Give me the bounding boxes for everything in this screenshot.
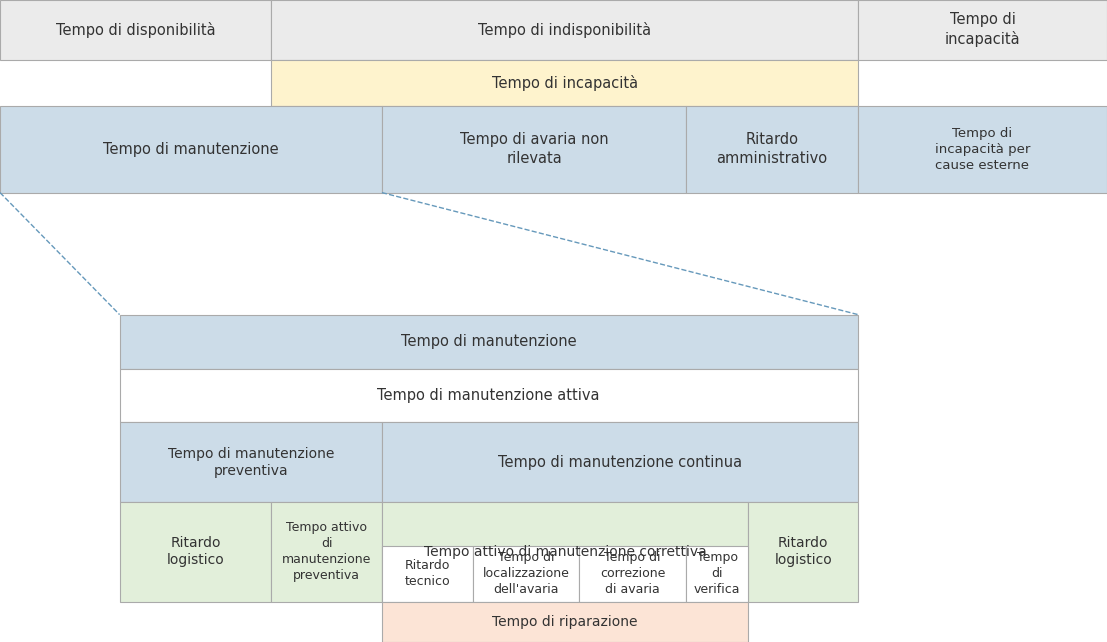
Text: Tempo attivo
di
manutenzione
preventiva: Tempo attivo di manutenzione preventiva [282,521,371,582]
FancyBboxPatch shape [473,546,579,602]
Text: Ritardo
amministrativo: Ritardo amministrativo [716,132,828,166]
FancyBboxPatch shape [120,369,858,422]
Text: Ritardo
logistico: Ritardo logistico [774,536,832,568]
Text: Tempo di manutenzione
preventiva: Tempo di manutenzione preventiva [167,447,334,478]
Text: Tempo di avaria non
rilevata: Tempo di avaria non rilevata [459,132,609,166]
FancyBboxPatch shape [748,502,858,602]
Text: Tempo
di
verifica: Tempo di verifica [694,551,741,596]
Text: Tempo di riparazione: Tempo di riparazione [493,615,638,629]
FancyBboxPatch shape [271,0,858,60]
FancyBboxPatch shape [686,106,858,193]
FancyBboxPatch shape [120,315,858,369]
Text: Tempo di
incapacità: Tempo di incapacità [944,12,1021,48]
Text: Tempo di
correzione
di avaria: Tempo di correzione di avaria [600,551,665,596]
FancyBboxPatch shape [271,60,858,106]
Text: Tempo di indisponibilità: Tempo di indisponibilità [478,22,651,38]
FancyBboxPatch shape [858,106,1107,193]
Text: Tempo di
localizzazione
dell'avaria: Tempo di localizzazione dell'avaria [483,551,569,596]
FancyBboxPatch shape [579,546,686,602]
FancyBboxPatch shape [382,602,748,642]
Text: Tempo di manutenzione attiva: Tempo di manutenzione attiva [377,388,600,403]
Text: Tempo di manutenzione: Tempo di manutenzione [401,334,577,349]
FancyBboxPatch shape [271,502,382,602]
FancyBboxPatch shape [382,546,473,602]
FancyBboxPatch shape [858,0,1107,60]
FancyBboxPatch shape [382,422,858,502]
FancyBboxPatch shape [120,502,271,602]
FancyBboxPatch shape [120,422,382,502]
Text: Tempo di
incapacità per
cause esterne: Tempo di incapacità per cause esterne [934,126,1031,172]
Text: Tempo di disponibilità: Tempo di disponibilità [55,22,216,38]
FancyBboxPatch shape [0,0,271,60]
FancyBboxPatch shape [382,502,748,602]
Text: Tempo attivo di manutenzione correttiva: Tempo attivo di manutenzione correttiva [424,545,706,559]
FancyBboxPatch shape [686,546,748,602]
Text: Tempo di incapacità: Tempo di incapacità [492,75,638,91]
Text: Tempo di manutenzione continua: Tempo di manutenzione continua [498,455,742,470]
FancyBboxPatch shape [382,106,686,193]
Text: Tempo di manutenzione: Tempo di manutenzione [103,142,279,157]
FancyBboxPatch shape [0,106,382,193]
Text: Ritardo
logistico: Ritardo logistico [166,536,225,568]
Text: Ritardo
tecnico: Ritardo tecnico [404,559,451,588]
